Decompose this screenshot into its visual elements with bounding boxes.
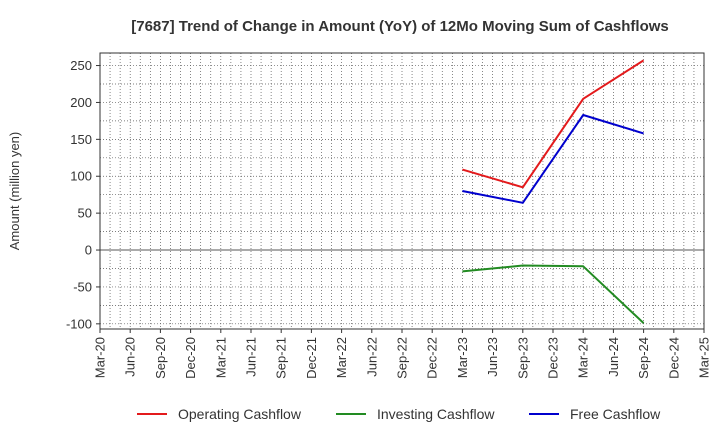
series-lines: [462, 59, 645, 324]
x-tick-label: Jun-22: [364, 337, 379, 377]
grid: [100, 53, 704, 329]
x-tick-label: Dec-24: [666, 337, 681, 379]
x-tick-label: Mar-25: [697, 337, 712, 378]
x-tick-label: Jun-20: [123, 337, 138, 377]
x-tick-label: Sep-22: [395, 337, 410, 379]
x-tick-label: Sep-24: [636, 337, 651, 379]
x-tick-label: Jun-24: [606, 337, 621, 377]
x-tick-label: Dec-21: [304, 337, 319, 379]
series-line-free-cashflow: [462, 114, 644, 204]
x-tick-label: Mar-21: [213, 337, 228, 378]
chart-title: [7687] Trend of Change in Amount (YoY) o…: [131, 18, 669, 35]
series-line-investing-cashflow: [462, 264, 645, 324]
x-tick-label: Jun-23: [485, 337, 500, 377]
y-tick-label: -50: [73, 279, 92, 294]
x-tick-label: Mar-20: [93, 337, 108, 378]
x-tick-label: Mar-24: [576, 337, 591, 378]
legend: Operating Cashflow Investing Cashflow Free…: [137, 406, 661, 422]
y-axis-label: Amount (million yen): [7, 132, 22, 251]
legend-label-free-cashflow: Free Cashflow: [570, 406, 661, 422]
x-tick-label: Mar-23: [455, 337, 470, 378]
y-tick-label: 50: [78, 206, 92, 221]
y-tick-label: 250: [70, 58, 92, 73]
y-tick-label: 150: [70, 132, 92, 147]
x-tick-label: Sep-23: [515, 337, 530, 379]
x-tick-label: Dec-22: [425, 337, 440, 379]
x-tick-label: Jun-21: [244, 337, 259, 377]
y-tick-labels: 250 200 150 100 50 0 -50 -100: [66, 58, 100, 331]
y-tick-label: 0: [85, 243, 92, 258]
x-tick-labels: Mar-20 Jun-20 Sep-20 Dec-20 Mar-21 Jun-21 Sep-…: [93, 329, 712, 379]
y-tick-label: 200: [70, 95, 92, 110]
x-tick-label: Sep-21: [274, 337, 289, 379]
series-line-operating-cashflow: [462, 59, 645, 189]
x-tick-label: Dec-20: [183, 337, 198, 379]
y-tick-label: 100: [70, 169, 92, 184]
y-tick-label: -100: [66, 316, 92, 331]
x-tick-label: Sep-20: [153, 337, 168, 379]
x-tick-label: Dec-23: [546, 337, 561, 379]
legend-label-investing-cashflow: Investing Cashflow: [377, 406, 495, 422]
x-tick-label: Mar-22: [334, 337, 349, 378]
legend-label-operating-cashflow: Operating Cashflow: [178, 406, 302, 422]
